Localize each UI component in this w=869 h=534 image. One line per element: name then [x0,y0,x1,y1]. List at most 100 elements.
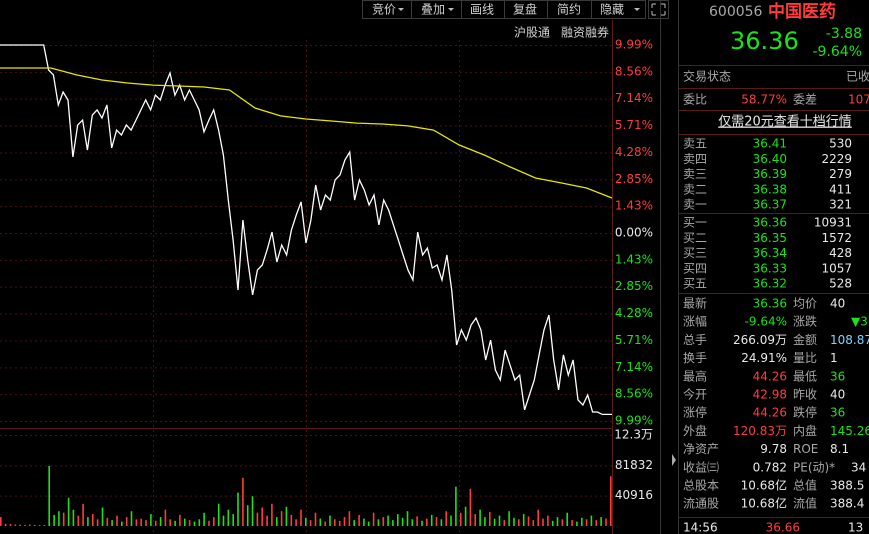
volume-bar [242,477,244,526]
tick-time: 14:56 [683,521,718,534]
stat-value: 266.09万 [733,333,787,347]
volume-bar [334,519,336,526]
stat-value: 8.1 [830,442,849,456]
volume-bar [455,486,457,526]
volume-bar [0,517,2,526]
button-frame[interactable] [591,0,646,19]
volume-bar [581,517,583,526]
volume-bar [392,520,394,526]
volume-bar [198,519,201,526]
toolbar-button[interactable]: 叠加 [421,3,445,17]
volume-bar [140,518,142,526]
book-price: 36.37 [753,198,787,212]
stat-label: 量比 [793,351,817,365]
volume-bar [159,517,162,526]
volume-bar [130,511,133,526]
stat-label: 总股本 [683,479,719,493]
volume-bar [217,503,220,526]
stat-value: 10.68亿 [741,478,787,493]
stat-value: 108.87 [830,333,869,347]
volume-bar [101,507,104,526]
volume-bar [125,517,128,526]
toolbar-button[interactable]: 竞价 [372,3,396,17]
volume-bar [445,511,447,526]
volume-tick-label: 81832 [615,458,653,472]
stat-label: 最高 [683,368,707,383]
volume-bar [343,517,346,526]
volume-bar [38,525,41,526]
volume-bar [213,517,215,526]
toolbar: 竞价 叠加 画线 复盘 简约 隐藏 [362,0,669,19]
volume-bar [33,524,36,526]
volume-bar [372,512,375,526]
collapse-arrow[interactable] [672,454,676,466]
volume-bar [121,521,123,526]
volume-bar [24,524,26,526]
book-volume: 2229 [821,152,852,166]
volume-bar [222,515,225,526]
volume-bar [290,514,293,526]
book-price: 36.35 [753,231,787,245]
book-price: 36.40 [753,152,787,166]
volume-bar [363,518,365,526]
volume-bar [135,519,138,526]
stat-value: 36 [830,406,845,420]
stat-value: 0.782 [753,460,787,474]
volume-bar [116,515,118,526]
y-tick-label: 7.14% [615,360,653,374]
volume-bar [474,514,476,526]
stat-value: 10.68亿 [741,496,787,511]
volume-bar [484,517,486,526]
stat-label: 均价 [793,297,817,311]
book-label: 买一 [683,216,707,230]
stat-label: 净资产 [683,442,719,456]
chart-tag[interactable]: 沪股通 [514,26,550,40]
volume-bar [397,514,399,526]
volume-bar [256,512,259,526]
stat-label: 总值 [793,478,817,493]
volume-bar [29,524,31,526]
volume-bar [537,509,539,526]
book-price: 36.39 [753,167,787,181]
stat-label: 今开 [683,387,707,402]
stat-label: 换手 [683,351,707,365]
stat-label: ROE [793,442,818,456]
book-price: 36.33 [753,261,787,275]
book-label: 买五 [683,277,707,291]
volume-bar [14,524,17,526]
volume-bar [280,511,283,526]
volume-bar [48,466,50,526]
expand-button[interactable] [648,0,669,19]
status-value: 已收 [846,70,869,84]
volume-bar [58,511,60,526]
weibi-value: 58.77% [741,93,787,107]
toolbar-button[interactable]: 简约 [557,2,581,17]
stat-label: 流通股 [683,497,719,511]
book-price: 36.38 [753,182,787,196]
volume-bar [595,520,598,526]
toolbar-button[interactable]: 隐藏 [600,3,624,17]
upgrade-link[interactable]: 仅需20元查看十档行情 [718,114,852,130]
y-tick-label: 9.99% [615,414,653,428]
toolbar-button[interactable]: 复盘 [513,2,537,17]
volume-bar [411,519,414,526]
book-label: 卖五 [683,137,707,151]
toolbar-button[interactable]: 画线 [470,3,494,17]
book-price: 36.34 [753,246,787,260]
stat-value: 9.78 [760,442,787,456]
stat-value: 40 [830,388,845,402]
stat-value: -9.64% [745,315,787,329]
volume-bar [145,520,147,526]
chart-tag[interactable]: 融资融券 [561,25,609,40]
book-label: 买二 [683,231,707,245]
volume-bar [251,496,254,526]
volume-bar [382,517,385,526]
book-volume: 530 [829,137,852,151]
stat-value: 120.83万 [733,424,787,438]
volume-bar [513,517,515,526]
stat-value: 44.26 [753,406,787,420]
volume-bar [329,515,331,526]
volume-tick-label: 12.3万 [614,428,653,442]
volume-bar [547,515,549,526]
stat-label: 金额 [793,332,817,347]
